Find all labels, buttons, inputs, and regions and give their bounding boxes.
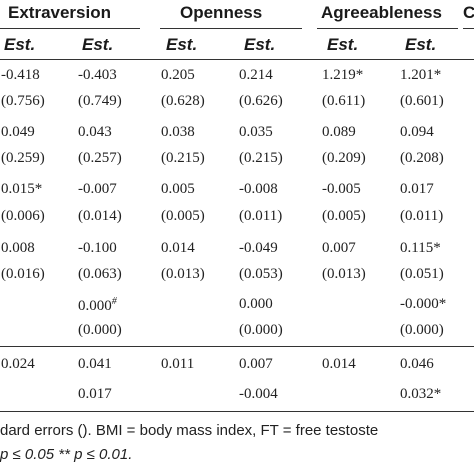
- table-cell-r8-c5: -0.000*: [400, 296, 447, 312]
- est-label-col3: Est.: [244, 35, 276, 54]
- table-cell-r2-c0: 0.049: [1, 124, 35, 140]
- header-next-partial: C: [463, 3, 474, 22]
- table-cell-r4-c2: 0.005: [161, 181, 195, 197]
- header-extraversion: Extraversion: [8, 3, 111, 22]
- table-cell-r1-c0: (0.756): [1, 93, 45, 109]
- est-label-col2: Est.: [166, 35, 198, 54]
- r2-cell-col1: 0.041: [78, 356, 112, 372]
- table-cell-r3-c2: (0.215): [161, 150, 205, 166]
- table-cell-r0-c2: 0.205: [161, 67, 195, 83]
- r2-cell-col3: 0.007: [239, 356, 273, 372]
- table-bottom-rule: [0, 411, 474, 413]
- table-cell-r6-c1: -0.100: [78, 240, 117, 256]
- table-cell-r0-c1: -0.403: [78, 67, 117, 83]
- openness-rule: [160, 28, 302, 30]
- table-cell-r2-c2: 0.038: [161, 124, 195, 140]
- header-openness: Openness: [180, 3, 263, 22]
- table-cell-r9-c5: (0.000): [400, 322, 444, 338]
- table-cell-r0-c3: 0.214: [239, 67, 273, 83]
- table-cell-r5-c5: (0.011): [400, 208, 444, 224]
- table-cell-r2-c1: 0.043: [78, 124, 112, 140]
- table-cell-r1-c2: (0.628): [161, 93, 205, 109]
- r2-cell-col0: 0.024: [1, 356, 35, 372]
- table-cell-r5-c4: (0.005): [322, 208, 366, 224]
- significance-mark: #: [111, 296, 117, 307]
- header-agreeableness: Agreeableness: [321, 3, 442, 22]
- r2-cell-col2: 0.011: [161, 356, 195, 372]
- delta-cell-col3: -0.004: [239, 386, 278, 402]
- table-cell-r6-c0: 0.008: [1, 240, 35, 256]
- table-cell-r7-c2: (0.013): [161, 266, 205, 282]
- extraversion-rule: [0, 28, 140, 30]
- body-bottom-rule: [0, 346, 474, 348]
- table-cell-r3-c3: (0.215): [239, 150, 283, 166]
- footnote-line-2: p ≤ 0.05 ** p ≤ 0.01.: [0, 446, 133, 463]
- r2-cell-col4: 0.014: [322, 356, 356, 372]
- table-cell-r8-c1: 0.000#: [78, 296, 117, 314]
- table-cell-r7-c5: (0.051): [400, 266, 444, 282]
- table-cell-r6-c2: 0.014: [161, 240, 195, 256]
- table-cell-r7-c0: (0.016): [1, 266, 45, 282]
- table-cell-r3-c0: (0.259): [1, 150, 45, 166]
- table-cell-r1-c5: (0.601): [400, 93, 444, 109]
- table-cell-r9-c3: (0.000): [239, 322, 283, 338]
- table-cell-r2-c3: 0.035: [239, 124, 273, 140]
- est-label-col5: Est.: [405, 35, 437, 54]
- next-group-rule: [463, 28, 474, 30]
- table-cell-r5-c1: (0.014): [78, 208, 122, 224]
- table-cell-r7-c3: (0.053): [239, 266, 283, 282]
- table-cell-r3-c1: (0.257): [78, 150, 122, 166]
- footnote-line-1: dard errors (). BMI = body mass index, F…: [0, 422, 379, 439]
- table-cell-r1-c3: (0.626): [239, 93, 283, 109]
- table-cell-r5-c3: (0.011): [239, 208, 283, 224]
- table-cell-r1-c4: (0.611): [322, 93, 366, 109]
- table-cell-r2-c4: 0.089: [322, 124, 356, 140]
- est-label-col0: Est.: [4, 35, 36, 54]
- table-cell-r4-c4: -0.005: [322, 181, 361, 197]
- table-cell-r6-c4: 0.007: [322, 240, 356, 256]
- table-cell-r5-c0: (0.006): [1, 208, 45, 224]
- table-cell-r4-c5: 0.017: [400, 181, 434, 197]
- table-cell-r3-c4: (0.209): [322, 150, 366, 166]
- est-label-col1: Est.: [82, 35, 114, 54]
- est-label-col4: Est.: [327, 35, 359, 54]
- table-cell-r7-c1: (0.063): [78, 266, 122, 282]
- table-cell-r6-c3: -0.049: [239, 240, 278, 256]
- table-cell-r9-c1: (0.000): [78, 322, 122, 338]
- table-cell-r8-c3: 0.000: [239, 296, 273, 312]
- table-cell-r5-c2: (0.005): [161, 208, 205, 224]
- table-cell-r7-c4: (0.013): [322, 266, 366, 282]
- r2-cell-col5: 0.046: [400, 356, 434, 372]
- table-cell-r3-c5: (0.208): [400, 150, 444, 166]
- table-cell-r6-c5: 0.115*: [400, 240, 441, 256]
- header-bottom-rule: [0, 59, 474, 61]
- table-cell-r4-c3: -0.008: [239, 181, 278, 197]
- delta-cell-col1: 0.017: [78, 386, 112, 402]
- table-cell-r2-c5: 0.094: [400, 124, 434, 140]
- table-cell-r0-c0: -0.418: [1, 67, 40, 83]
- table-cell-r4-c1: -0.007: [78, 181, 117, 197]
- table-cell-r4-c0: 0.015*: [1, 181, 43, 197]
- agreeableness-rule: [317, 28, 458, 30]
- table-cell-r0-c5: 1.201*: [400, 67, 442, 83]
- table-cell-r0-c4: 1.219*: [322, 67, 364, 83]
- delta-cell-col5: 0.032*: [400, 386, 442, 402]
- table-cell-r1-c1: (0.749): [78, 93, 122, 109]
